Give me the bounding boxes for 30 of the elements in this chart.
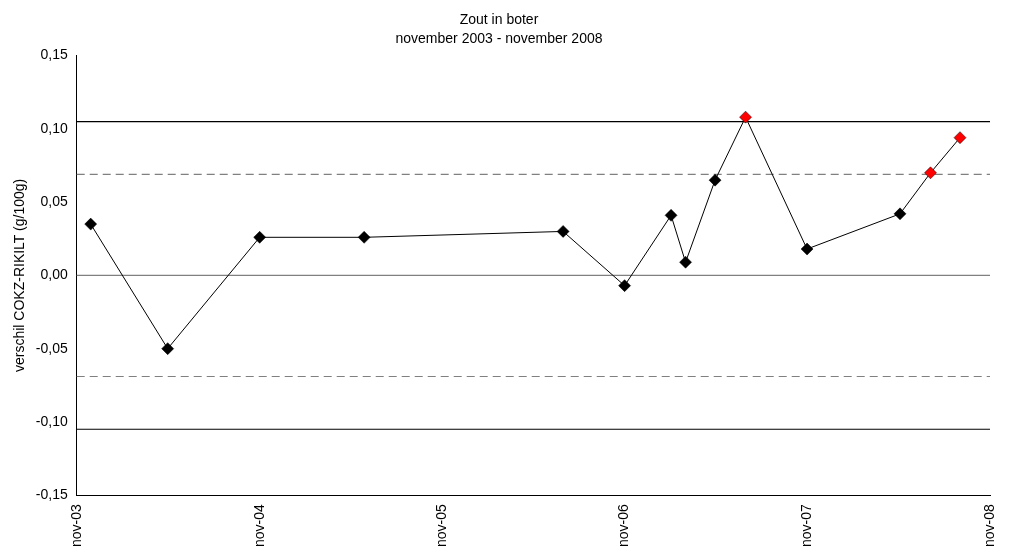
y-tick-label: -0,10 <box>35 412 68 429</box>
chart-title: Zout in boter <box>459 11 539 28</box>
y-tick-label: 0,15 <box>40 46 68 63</box>
point <box>679 255 692 269</box>
y-tick-label: 0,10 <box>40 119 68 136</box>
point <box>357 231 371 244</box>
point <box>739 110 752 124</box>
x-tick-label: nov-06 <box>615 503 632 548</box>
point <box>924 166 937 180</box>
x-tick-label: nov-08 <box>980 503 997 548</box>
y-tick-label: 0,05 <box>40 192 68 209</box>
x-tick-label: nov-04 <box>250 503 267 548</box>
point <box>664 209 678 222</box>
y-tick-label: -0,15 <box>35 486 68 503</box>
point <box>800 242 814 256</box>
point <box>161 342 174 355</box>
point <box>893 207 907 221</box>
y-tick-label: 0,00 <box>40 266 68 283</box>
x-tick-label: nov-05 <box>432 503 449 548</box>
x-tick-label: nov-07 <box>797 503 814 548</box>
point <box>953 131 967 144</box>
point <box>84 217 97 231</box>
point <box>253 231 266 244</box>
point <box>556 225 570 238</box>
chart-subtitle: november 2003 - november 2008 <box>395 30 603 47</box>
point <box>708 173 722 187</box>
y-axis-title: verschil COKZ-RIKILT (g/100g) <box>11 178 28 373</box>
y-tick-label: -0,05 <box>35 339 68 356</box>
x-tick-label: nov-03 <box>67 503 84 548</box>
point <box>618 279 631 292</box>
